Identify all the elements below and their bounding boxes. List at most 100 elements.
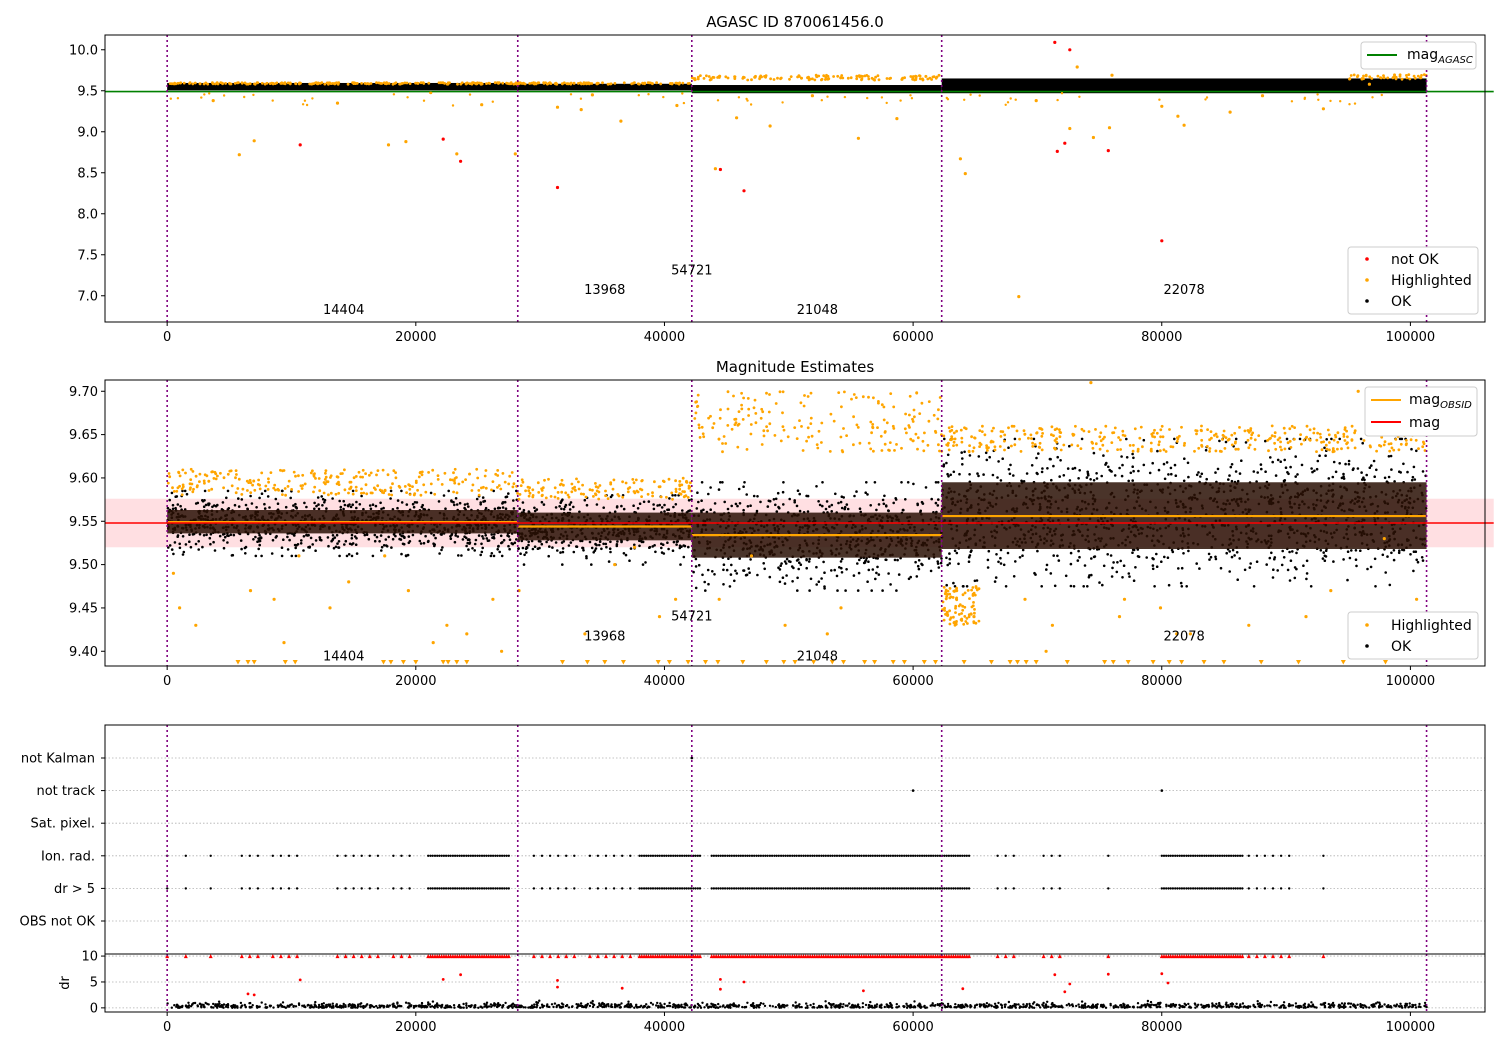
highlighted-point [781, 425, 785, 428]
ok-point [1283, 458, 1286, 462]
ok-point [1041, 467, 1044, 470]
ok-point [1004, 585, 1008, 588]
ok-point [762, 562, 765, 565]
highlighted-point [255, 81, 259, 85]
ok-point [561, 563, 564, 566]
ok-point [785, 557, 789, 561]
highlighted-point [282, 82, 286, 85]
highlighted-point [386, 143, 391, 147]
highlighted-point [880, 403, 884, 407]
highlighted-point [915, 391, 919, 395]
highlighted-point [234, 491, 238, 495]
y-tick-label: 7.5 [77, 248, 98, 263]
highlighted-point [750, 78, 753, 82]
ok-point [1236, 578, 1239, 581]
highlighted-point [1208, 450, 1211, 453]
highlighted-point [747, 407, 751, 411]
highlighted-point [908, 426, 911, 429]
highlighted-point [588, 488, 592, 492]
highlighted-point [876, 426, 879, 429]
highlighted-point [687, 486, 691, 490]
ok-point [986, 566, 990, 569]
highlighted-point [182, 81, 186, 85]
ok-point [671, 494, 674, 497]
ok-point [1092, 555, 1096, 559]
highlighted-point [682, 101, 686, 105]
ok-point [1199, 475, 1202, 478]
ok-point [268, 506, 271, 509]
highlighted-point [682, 495, 686, 499]
ok-point [411, 502, 415, 506]
highlighted-point [824, 78, 827, 81]
highlighted-point [324, 469, 328, 472]
legend-not-ok-marker [1365, 257, 1369, 261]
ok-point [1249, 562, 1252, 565]
ok-point [527, 543, 530, 547]
highlighted-point [934, 76, 938, 80]
ok-point [181, 535, 185, 538]
ok-point [958, 472, 961, 476]
highlighted-point [832, 75, 835, 78]
ok-point [997, 560, 1000, 564]
legend-box [1347, 246, 1479, 315]
ok-point [1412, 569, 1415, 573]
ok-point [562, 507, 566, 511]
highlighted-point [575, 477, 578, 481]
ok-point [203, 499, 206, 502]
ok-point [350, 537, 354, 540]
ok-point [1134, 566, 1137, 569]
legend-box [1360, 41, 1477, 70]
ok-point [1069, 551, 1073, 555]
ok-point [976, 472, 979, 475]
ok-point [1268, 556, 1272, 560]
ok-point [975, 579, 979, 582]
highlighted-point [335, 101, 340, 105]
highlighted-point [1336, 447, 1339, 451]
ok-point [1069, 584, 1073, 588]
highlighted-point [737, 96, 741, 99]
highlighted-point [470, 489, 474, 492]
highlighted-point [861, 395, 865, 399]
highlighted-point [168, 475, 172, 479]
highlighted-point [696, 393, 700, 397]
ok-point [1102, 454, 1105, 457]
highlighted-point [846, 76, 850, 80]
ok-point [897, 573, 901, 576]
highlighted-point [659, 82, 663, 86]
highlighted-point [874, 75, 877, 79]
ok-point [952, 581, 955, 585]
ok-point [481, 546, 485, 550]
highlighted-point [559, 482, 563, 486]
highlighted-point [595, 489, 599, 493]
highlighted-point [452, 490, 455, 494]
ok-point [694, 557, 698, 561]
highlighted-point [992, 426, 995, 430]
highlighted-point [1390, 446, 1394, 450]
ok-point [281, 489, 284, 493]
highlighted-point [716, 99, 720, 102]
highlighted-point [166, 481, 170, 485]
highlighted-point [439, 81, 443, 85]
ok-point [1116, 561, 1119, 564]
highlighted-point [655, 81, 658, 85]
highlighted-point [507, 482, 511, 486]
ok-point [755, 509, 759, 513]
highlighted-point [696, 404, 700, 408]
ok-point [500, 554, 504, 558]
highlighted-point [387, 493, 391, 496]
ok-point [1286, 568, 1290, 572]
highlighted-point [911, 417, 914, 421]
highlighted-point [781, 390, 785, 394]
ok-point [687, 545, 690, 549]
highlighted-point [653, 480, 656, 484]
ok-point [815, 583, 818, 586]
highlighted-point [303, 482, 307, 486]
highlighted-point [329, 474, 333, 478]
highlighted-point [198, 82, 202, 86]
highlighted-point [339, 472, 343, 475]
highlighted-point [424, 490, 428, 494]
ok-point [212, 540, 215, 544]
highlighted-point [646, 492, 650, 496]
highlighted-point [820, 78, 823, 82]
ok-point [1012, 474, 1015, 477]
